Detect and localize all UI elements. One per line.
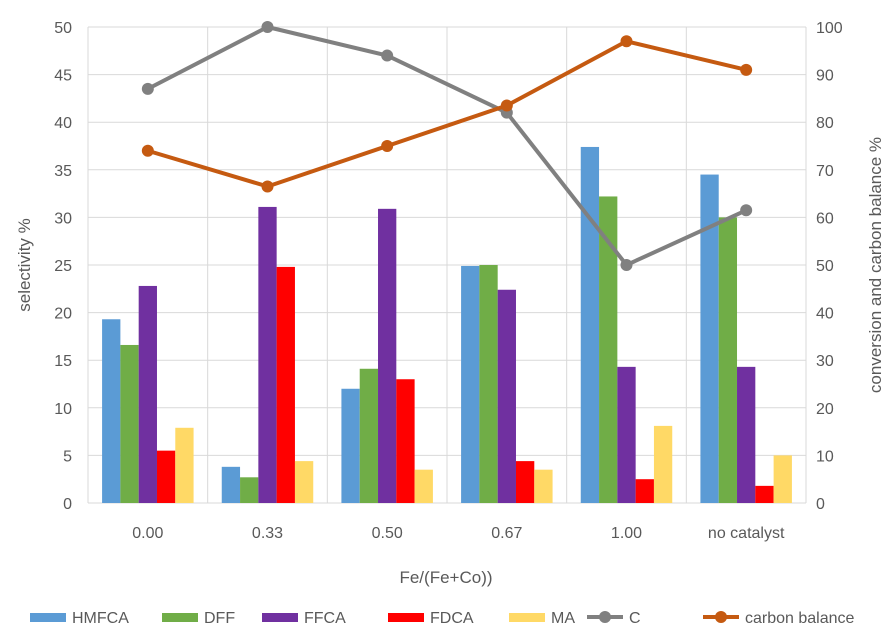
bar-ffca-2 xyxy=(378,208,397,503)
bar-ma-0 xyxy=(175,427,194,503)
y-tick-label: 5 xyxy=(63,448,72,465)
grid-lines xyxy=(87,26,807,504)
x-axis-ticks: 0.00 0.33 0.50 0.67 1.00 no catalyst xyxy=(132,525,785,542)
x-tick-label: 1.00 xyxy=(611,525,642,542)
bar-hmfca-1 xyxy=(221,466,241,503)
bar-ma-2 xyxy=(414,469,433,503)
bar-fdca-1 xyxy=(276,266,295,503)
bar-series xyxy=(102,146,792,504)
marker-c-2 xyxy=(381,49,394,62)
bar-hmfca-0 xyxy=(102,319,121,503)
bar-ma-5 xyxy=(773,455,792,503)
bar-ma-4 xyxy=(653,425,673,503)
legend-label-ffca: FFCA xyxy=(304,610,346,627)
bar-fdca-5 xyxy=(755,485,774,503)
legend-swatch-dff xyxy=(162,613,198,622)
bar-hmfca-3 xyxy=(461,265,480,503)
line-series xyxy=(141,21,753,271)
legend-label-ma: MA xyxy=(551,610,575,627)
y2-tick-label: 0 xyxy=(816,496,825,513)
bar-hmfca-2 xyxy=(341,388,360,503)
y-tick-label: 30 xyxy=(54,210,72,227)
marker-carbon-balance-5 xyxy=(740,63,753,76)
y-tick-label: 20 xyxy=(54,306,72,323)
marker-carbon-balance-2 xyxy=(381,140,394,152)
bar-ffca-3 xyxy=(497,289,516,503)
bar-dff-4 xyxy=(599,196,618,503)
y2-tick-label: 80 xyxy=(816,115,834,132)
y2-axis-title: conversion and carbon balance % xyxy=(866,137,885,393)
bar-ma-1 xyxy=(294,461,314,503)
y-tick-label: 50 xyxy=(54,20,72,37)
y-tick-label: 15 xyxy=(54,353,72,370)
y2-tick-label: 10 xyxy=(816,448,834,465)
legend-swatch-ffca xyxy=(262,613,298,622)
bar-dff-0 xyxy=(120,344,139,503)
legend-label-carbon-balance: carbon balance xyxy=(745,610,855,627)
bar-hmfca-4 xyxy=(580,146,600,503)
legend-label-hmfca: HMFCA xyxy=(72,610,129,627)
legend-label-fdca: FDCA xyxy=(430,610,474,627)
x-tick-label: 0.50 xyxy=(372,525,403,542)
bar-fdca-2 xyxy=(396,379,415,503)
marker-carbon-balance-0 xyxy=(141,144,154,157)
legend-swatch-fdca xyxy=(388,613,424,622)
bar-dff-2 xyxy=(359,368,379,503)
y-tick-label: 45 xyxy=(54,68,72,85)
y-tick-label: 35 xyxy=(54,163,72,180)
x-tick-label: 0.33 xyxy=(252,525,283,542)
legend-marker-carbon-balance xyxy=(715,611,727,623)
y2-tick-label: 50 xyxy=(816,258,834,275)
y2-tick-label: 40 xyxy=(816,306,834,323)
y-tick-label: 40 xyxy=(54,115,72,132)
x-tick-label: no catalyst xyxy=(708,525,785,542)
marker-carbon-balance-3 xyxy=(500,99,513,112)
y-tick-label: 10 xyxy=(54,401,72,418)
legend-label-dff: DFF xyxy=(204,610,235,627)
y2-tick-label: 60 xyxy=(816,210,834,227)
bar-fdca-3 xyxy=(515,461,535,503)
bar-ffca-5 xyxy=(737,366,756,503)
bar-dff-5 xyxy=(718,217,738,503)
line-carbon-balance xyxy=(147,39,747,189)
bar-dff-1 xyxy=(240,477,259,503)
y2-tick-label: 20 xyxy=(816,401,834,418)
bar-ma-3 xyxy=(534,469,553,503)
bar-ffca-0 xyxy=(138,285,157,503)
y2-tick-label: 30 xyxy=(816,353,834,370)
legend-swatch-ma xyxy=(509,613,545,622)
y2-tick-label: 90 xyxy=(816,68,834,85)
bar-hmfca-5 xyxy=(700,174,719,503)
marker-c-0 xyxy=(141,82,154,95)
x-tick-label: 0.00 xyxy=(132,525,163,542)
left-axis-ticks: 0 5 10 15 20 25 30 35 40 45 50 xyxy=(54,20,72,513)
y2-tick-label: 100 xyxy=(816,20,843,37)
marker-c-5 xyxy=(740,204,753,217)
y-axis-title: selectivity % xyxy=(15,218,34,312)
marker-c-1 xyxy=(261,21,274,33)
legend-label-c: C xyxy=(629,610,641,627)
marker-c-4 xyxy=(620,259,633,271)
bar-ffca-4 xyxy=(617,366,636,503)
x-axis-title: Fe/(Fe+Co)) xyxy=(399,568,492,587)
bar-fdca-0 xyxy=(156,450,176,503)
line-c xyxy=(146,25,747,267)
y-tick-label: 0 xyxy=(63,496,72,513)
bar-fdca-4 xyxy=(635,479,654,503)
bar-ffca-1 xyxy=(258,206,277,504)
right-axis-ticks: 0 10 20 30 40 50 60 70 80 90 100 xyxy=(816,20,843,513)
y2-tick-label: 70 xyxy=(816,163,834,180)
marker-carbon-balance-1 xyxy=(261,180,274,193)
bar-dff-3 xyxy=(479,265,498,503)
marker-carbon-balance-4 xyxy=(620,35,633,48)
legend-swatch-hmfca xyxy=(30,613,66,622)
x-tick-label: 0.67 xyxy=(491,525,522,542)
y-tick-label: 25 xyxy=(54,258,72,275)
legend-marker-c xyxy=(599,611,611,623)
